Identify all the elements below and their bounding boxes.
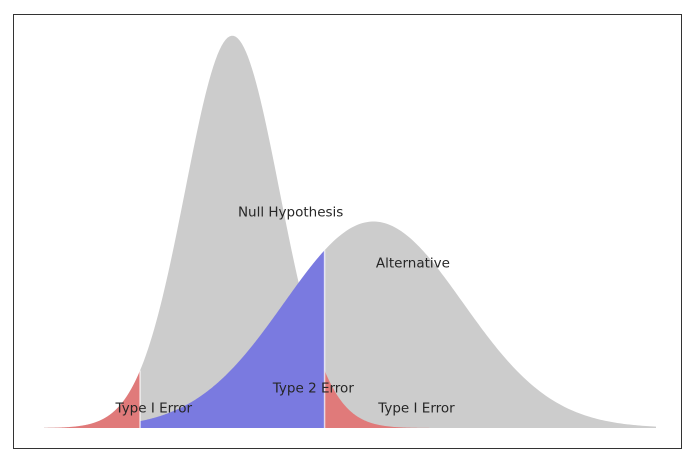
type-2-error-region-3 [140,250,325,428]
type-i-error-region-1 [44,370,141,428]
null-hypothesis-label-1: Null Hypothesis [238,205,343,221]
alternative-distribution [44,221,656,428]
type-i-error-label-5: Type I Error [377,400,455,416]
type-i-error-label-3: Type I Error [115,400,193,416]
null-hypothesis-distribution [44,35,656,429]
alternative-label-2: Alternative [376,256,450,272]
chart-annotations: Null Hypothesis Alternative Type I Error Ty… [115,205,456,417]
type-2-error-label-4: Type 2 Error [272,381,355,397]
chart-areas [44,35,656,429]
type-i-error-region-2 [324,370,656,428]
